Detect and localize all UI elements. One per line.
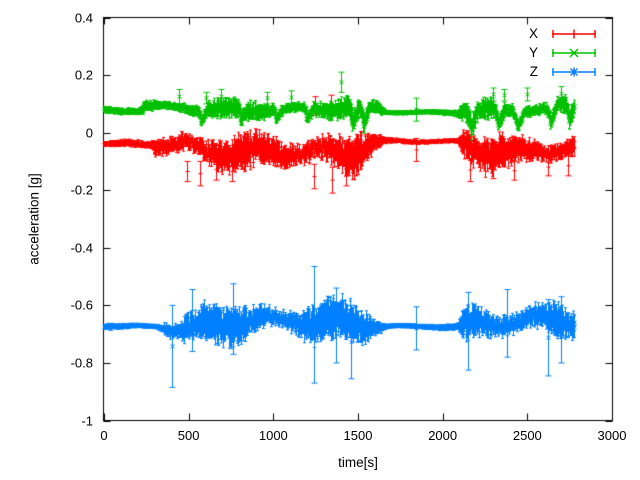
x-tick-label: 1500 [343, 428, 373, 443]
legend-label: Z [529, 64, 538, 79]
x-tick-label: 1000 [258, 428, 288, 443]
times-errorbar-sample-icon [552, 48, 596, 57]
legend-label: Y [528, 45, 538, 60]
plus-errorbar-sample-icon [552, 29, 596, 38]
legend-label: X [528, 26, 538, 41]
x-tick-label: 0 [100, 428, 108, 443]
y-tick-label: 0.4 [74, 10, 93, 25]
legend-item-Y: Y [500, 43, 597, 62]
y-tick-label: -0.6 [70, 297, 93, 313]
y-tick-label: 0 [85, 125, 93, 141]
x-axis-title: time[s] [338, 455, 378, 470]
y-tick-label: 0.2 [74, 67, 93, 83]
y-tick-label: -0.8 [70, 355, 93, 371]
y-axis-title: acceleration [g] [26, 173, 42, 265]
asterisk-errorbar-sample-icon [552, 67, 596, 76]
y-tick-label: -0.2 [70, 182, 93, 198]
x-tick-label: 500 [177, 428, 200, 443]
y-tick-label: -0.4 [70, 240, 93, 256]
y-tick-label: -1 [81, 413, 93, 428]
legend-item-Z: Z [500, 62, 597, 81]
x-tick-label: 3000 [597, 428, 627, 443]
legend-item-X: X [500, 24, 597, 43]
x-tick-label: 2500 [512, 428, 542, 443]
x-tick-label: 2000 [428, 428, 458, 443]
